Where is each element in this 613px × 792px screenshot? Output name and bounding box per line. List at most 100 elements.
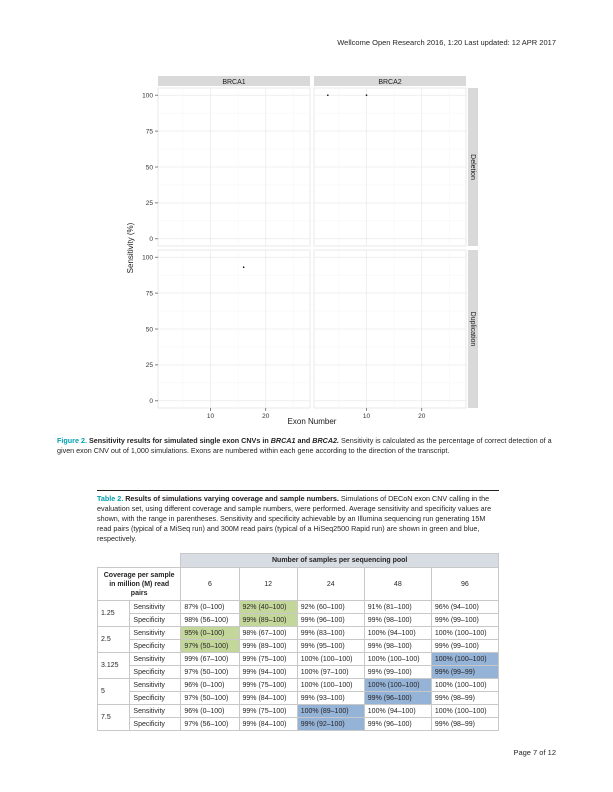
table-row: 5 Sensitivity 96% (0–100) 99% (75–100) 100% … (96, 678, 500, 705)
value-cell: 97% (50–100) (180, 639, 240, 653)
value-cell: 99% (93–100) (296, 691, 365, 705)
y-tick-label: 100 (142, 254, 153, 261)
y-tick-label: 75 (146, 128, 154, 135)
facet-column-label: BRCA1 (222, 79, 245, 86)
x-tick-label: 10 (207, 413, 215, 420)
table-row: Specificity 97% (50–100) 99% (84–100) 99% (… (98, 691, 500, 705)
y-tick-label: 75 (146, 290, 154, 297)
value-cell: 95% (0–100) (180, 626, 240, 640)
value-cell: 100% (100–100) (296, 652, 365, 666)
value-cell: 100% (94–100) (363, 626, 432, 640)
value-cell: 100% (94–100) (363, 704, 432, 718)
table-row: 7.5 Sensitivity 96% (0–100) 99% (75–100) 100… (96, 704, 500, 731)
figure-caption-text: Sensitivity is calculated as the percent… (57, 436, 552, 455)
value-cell: 100% (100–100) (363, 678, 432, 692)
table-row: 1.25 Sensitivity 87% (0–100) 92% (40–100) 92… (96, 600, 500, 627)
table-caption-text: Simulations of DECoN exon CNV calling in… (97, 494, 492, 543)
value-cell: 96% (0–100) (180, 704, 240, 718)
value-cell: 99% (99–99) (430, 665, 500, 679)
value-cell: 99% (84–100) (238, 717, 298, 731)
coverage-header: Coverage per sample in million (M) read … (96, 567, 182, 601)
value-cell: 99% (99–100) (430, 613, 500, 627)
value-cell: 99% (99–100) (430, 639, 500, 653)
facet-row-label: Duplication (469, 312, 476, 347)
value-cell: 100% (100–100) (430, 704, 500, 718)
y-tick-label: 100 (142, 92, 153, 99)
data-point (242, 266, 245, 269)
value-cell: 99% (96–100) (363, 717, 432, 731)
table-row: Specificity 97% (50–100) 99% (94–100) 100% … (98, 665, 500, 679)
table-caption: Table 2. Results of simulations varying … (97, 494, 501, 544)
x-axis-title: Exon Number (288, 417, 337, 426)
y-tick-label: 25 (146, 362, 154, 369)
value-cell: 99% (96–100) (363, 691, 432, 705)
value-cell: 100% (100–100) (430, 652, 500, 666)
value-cell: 98% (56–100) (180, 613, 240, 627)
metric-cell: Sensitivity (129, 678, 182, 692)
running-header: Wellcome Open Research 2016, 1:20 Last u… (337, 38, 556, 47)
metric-cell: Specificity (129, 613, 182, 627)
pool-header: Number of samples per sequencing pool (180, 553, 499, 568)
table-top-rule (97, 490, 499, 491)
x-tick-label: 20 (418, 413, 426, 420)
table-corner-blank (96, 553, 182, 568)
value-cell: 100% (100–100) (430, 678, 500, 692)
y-tick-label: 0 (149, 236, 153, 243)
table-row: Specificity 97% (56–100) 99% (84–100) 99% (… (98, 717, 500, 731)
data-point (327, 94, 329, 96)
value-cell: 97% (56–100) (180, 717, 240, 731)
metric-cell: Specificity (129, 639, 182, 653)
facet-strip (158, 76, 310, 86)
column-header: 6 (180, 567, 240, 601)
value-cell: 100% (100–100) (430, 626, 500, 640)
sensitivity-figure: BRCA1 BRCA2 Deletion Duplication 0 25 50 75 100 0… (126, 76, 478, 426)
value-cell: 99% (75–100) (238, 678, 298, 692)
y-tick-label: 25 (146, 200, 154, 207)
value-cell: 99% (98–100) (363, 613, 432, 627)
figure-title: Sensitivity results for simulated single… (88, 436, 340, 445)
data-point (365, 94, 368, 96)
table-title: Results of simulations varying coverage … (123, 494, 339, 503)
metric-cell: Specificity (129, 665, 182, 679)
value-cell: 98% (67–100) (238, 626, 298, 640)
metric-cell: Specificity (129, 691, 182, 705)
y-tick-label: 50 (146, 326, 154, 333)
facet-strip (468, 88, 478, 246)
value-cell: 87% (0–100) (180, 600, 240, 614)
value-cell: 99% (94–100) (238, 665, 298, 679)
x-tick-label: 10 (363, 413, 371, 420)
gene-brca2: BRCA2. (312, 436, 340, 445)
metric-cell: Sensitivity (129, 704, 182, 718)
value-cell: 99% (98–100) (363, 639, 432, 653)
x-tick-label: 20 (262, 413, 270, 420)
value-cell: 92% (40–100) (238, 600, 298, 614)
value-cell: 96% (0–100) (180, 678, 240, 692)
figure-label: Figure 2. (57, 436, 87, 445)
value-cell: 99% (99–100) (363, 665, 432, 679)
table-row: 2.5 Sensitivity 95% (0–100) 98% (67–100) 99%… (96, 626, 500, 653)
value-cell: 99% (98–99) (430, 717, 500, 731)
table-label: Table 2. (97, 494, 124, 503)
table-row: Specificity 98% (56–100) 99% (89–100) 99% (… (98, 613, 500, 627)
metric-cell: Sensitivity (129, 626, 182, 640)
value-cell: 96% (94–100) (430, 600, 500, 614)
facet-row-label: Deletion (469, 154, 476, 180)
metric-cell: Specificity (129, 717, 182, 731)
value-cell: 99% (84–100) (238, 691, 298, 705)
column-header: 48 (363, 567, 432, 601)
value-cell: 99% (98–99) (430, 691, 500, 705)
value-cell: 99% (67–100) (180, 652, 240, 666)
value-cell: 91% (81–100) (363, 600, 432, 614)
facet-strip (468, 250, 478, 408)
coverage-cell: 7.5 (96, 704, 131, 731)
value-cell: 99% (75–100) (238, 652, 298, 666)
coverage-cell: 5 (96, 678, 131, 705)
value-cell: 99% (89–100) (238, 639, 298, 653)
coverage-cell: 1.25 (96, 600, 131, 627)
value-cell: 92% (60–100) (296, 600, 365, 614)
facet-strip (314, 76, 466, 86)
y-tick-label: 50 (146, 164, 154, 171)
gene-brca1: BRCA1 (270, 436, 296, 445)
value-cell: 97% (50–100) (180, 665, 240, 679)
value-cell: 99% (75–100) (238, 704, 298, 718)
